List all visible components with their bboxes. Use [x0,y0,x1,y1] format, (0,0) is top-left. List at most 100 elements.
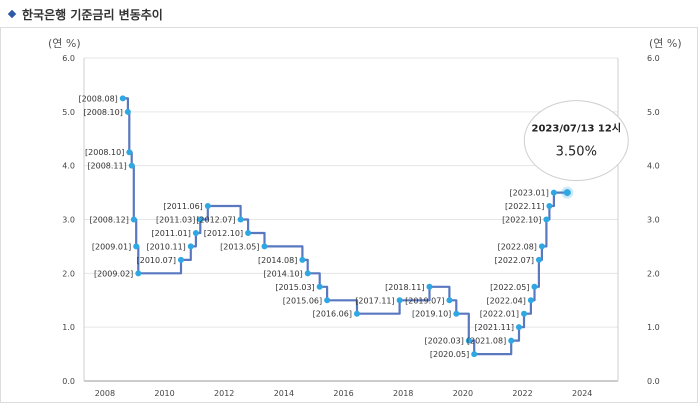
y-tick-label-right: 5.0 [647,108,660,117]
data-point [546,203,553,210]
data-point [261,243,268,250]
data-label: [2011.01] [152,229,191,238]
y-tick-label-right: 1.0 [647,323,660,332]
data-label: [2021.08] [467,337,506,346]
data-point [133,243,140,250]
data-label: [2008.08] [78,94,117,103]
chart-frame: 0.0 0.0 1.0 1.0 2.0 2.0 3.0 3.0 4.0 4.0 5.0 5.0 6.0 6… [0,27,698,403]
current-point [563,189,571,197]
y-tick-label-right: 4.0 [647,162,660,171]
x-tick-label: 2022 [512,389,532,398]
data-point [538,243,545,250]
data-label: [2019.07] [405,296,444,305]
data-label: [2009.01] [92,242,131,251]
data-point [135,270,142,277]
data-label: [2022.04] [487,296,526,305]
rate-step-line [122,97,568,356]
data-label: [2014.10] [263,269,302,278]
y-tick-label-right: 6.0 [647,54,660,63]
y-tick-label-left: 0.0 [62,377,75,386]
y-tick-label-left: 3.0 [62,216,75,225]
x-tick-label: 2010 [154,389,174,398]
data-point [192,229,199,236]
data-point [177,256,184,263]
data-label: [2008.11] [87,162,126,171]
annotation-date: 2023/07/13 12시 [531,123,621,135]
y-tick-label-left: 5.0 [62,108,75,117]
data-point [128,162,135,169]
data-point [471,351,478,358]
data-label: [2015.03] [275,283,314,292]
x-tick-label: 2018 [393,389,413,398]
data-label: [2020.03] [425,337,464,346]
data-label: [2023.01] [510,189,549,198]
data-label: [2022.01] [480,310,519,319]
annotation-bubble [523,100,629,182]
data-point [396,297,403,304]
data-point [324,297,331,304]
data-point [304,270,311,277]
data-point [446,297,453,304]
rate-chart: 0.0 0.0 1.0 1.0 2.0 2.0 3.0 3.0 4.0 4.0 5.0 5.0 6.0 6… [48,37,682,398]
data-point [521,310,528,317]
data-point [543,216,550,223]
data-point [124,108,131,115]
data-label: [2014.08] [258,256,297,265]
data-point [508,337,515,344]
data-label: [2015.06] [283,296,322,305]
y-tick-label-right: 2.0 [647,269,660,278]
x-tick-label: 2020 [453,389,473,398]
x-tick-label: 2008 [95,389,115,398]
data-label: [2008.10] [84,108,123,117]
y-tick-label-right: 3.0 [647,216,660,225]
data-point [465,337,472,344]
data-label: [2018.11] [385,283,424,292]
data-label: [2009.02] [94,269,133,278]
y-unit-left: (연 %) [48,37,81,50]
x-tick-label: 2012 [214,389,234,398]
data-point [426,283,433,290]
y-tick-label-left: 1.0 [62,323,75,332]
data-point [130,216,137,223]
data-label: [2012.07] [196,216,235,225]
data-point [550,189,557,196]
data-point [515,324,522,331]
data-point [187,243,194,250]
data-label: [2016.06] [313,310,352,319]
data-label: [2008.10] [85,148,124,157]
diamond-bullet-icon [7,9,17,19]
data-label: [2012.10] [204,229,243,238]
x-tick-label: 2024 [572,389,592,398]
data-point [527,297,534,304]
data-label: [2022.10] [502,216,541,225]
data-label: [2020.05] [430,350,469,359]
y-tick-label-left: 2.0 [62,269,75,278]
data-point [453,310,460,317]
y-tick-label-left: 4.0 [62,162,75,171]
x-tick-label: 2014 [274,389,294,398]
data-point [299,256,306,263]
data-point [531,283,538,290]
page-header: 한국은행 기준금리 변동추이 [7,5,163,23]
data-label: [2019.10] [412,310,451,319]
data-label: [2010.07] [137,256,176,265]
data-label: [2013.05] [220,242,259,251]
page-title: 한국은행 기준금리 변동추이 [22,7,163,22]
data-point [245,229,252,236]
data-point [535,256,542,263]
y-unit-right: (연 %) [649,37,682,50]
data-label: [2022.05] [490,283,529,292]
x-tick-label: 2016 [333,389,353,398]
data-point [126,149,133,156]
y-tick-label-left: 6.0 [62,54,75,63]
data-label: [2017.11] [355,296,394,305]
annotation-value: 3.50% [556,145,597,160]
data-label: [2010.11] [146,242,185,251]
data-point [204,203,211,210]
data-label: [2011.03] [156,216,195,225]
data-label: [2022.07] [495,256,534,265]
data-point [197,216,204,223]
data-label: [2022.08] [498,242,537,251]
data-point [119,95,126,102]
data-label: [2022.11] [505,202,544,211]
